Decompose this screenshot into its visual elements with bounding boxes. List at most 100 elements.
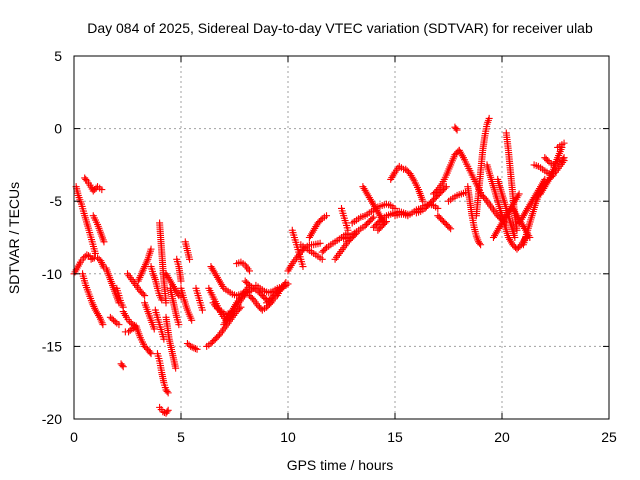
data-segment-seg-26 [177,284,196,324]
data-point-marker [485,114,493,122]
data-point-marker [476,239,484,247]
chart-title: Day 084 of 2025, Sidereal Day-to-day VTE… [87,20,593,36]
data-point-marker [370,213,378,221]
data-point-marker [164,389,172,397]
plot-frame [73,55,610,420]
data-point-marker [126,318,134,326]
data-point-marker [183,339,191,347]
data-point-marker [188,343,196,351]
data-segment-seg-44 [305,212,331,241]
data-segment-seg-29 [192,284,206,314]
data-segment-seg-14 [132,322,155,358]
data-segment-seg-4 [79,270,107,329]
y-tick-label: -5 [50,193,63,209]
data-segment-seg-42 [288,226,307,271]
data-segment-seg-43 [297,241,326,263]
y-tick-label: -20 [42,411,62,427]
data-segment-seg-75 [541,154,568,169]
data-segment-seg-49 [348,200,399,227]
data-segment-seg-2 [72,183,99,257]
data-point-marker [445,223,453,231]
data-segment-seg-16 [141,299,158,333]
data-segment-seg-24 [162,270,185,301]
axis-ticks [73,55,610,420]
x-tick-label: 15 [387,429,403,445]
data-point-marker [99,321,107,329]
data-point-marker [83,251,91,259]
data-segment-seg-19 [153,350,172,397]
data-point-marker [344,226,352,234]
x-axis-label: GPS time / hours [287,457,394,473]
data-segment-seg-30 [203,303,245,350]
data-segment-seg-48 [338,204,352,234]
data-point-marker [447,225,455,233]
data-point-marker [544,157,552,165]
data-point-marker [115,321,123,329]
data-segment-seg-62 [464,183,485,249]
data-segment-seg-63 [472,114,493,220]
data-point-marker [282,279,290,287]
data-point-marker [108,315,116,323]
data-point-marker [172,364,180,372]
data-segment-seg-67 [494,175,519,241]
data-point-marker [175,321,183,329]
data-points [70,114,568,417]
data-point-marker [245,267,253,275]
data-point-marker [244,280,252,288]
data-segment-seg-60 [451,123,461,134]
data-point-marker [511,234,519,241]
data-segment-seg-52 [374,218,390,234]
data-point-marker [118,361,126,369]
data-point-marker [80,254,88,262]
x-tick-label: 5 [177,429,185,445]
data-segment-seg-46 [331,229,360,263]
data-segment-seg-22 [162,313,180,372]
data-point-marker [560,139,568,147]
data-point-marker [560,154,568,162]
data-segment-seg-59 [434,212,455,233]
data-segment-seg-18 [151,306,168,343]
data-point-marker [110,316,118,324]
data-point-marker [281,280,289,288]
data-point-marker [119,363,127,371]
data-point-marker [98,186,106,194]
data-point-marker [147,245,155,253]
data-point-marker [321,245,329,253]
data-point-marker [158,296,166,304]
data-point-marker [94,254,102,262]
data-point-marker [193,345,201,353]
data-point-marker [111,318,119,326]
data-point-marker [453,126,461,134]
data-point-marker [191,345,199,353]
x-tick-labels: 0 5 10 15 20 25 [70,429,617,445]
data-point-marker [147,350,155,358]
data-point-marker [162,299,170,307]
data-point-marker [190,344,198,352]
data-point-marker [198,306,206,314]
data-segment-seg-45 [318,229,352,256]
data-segment-seg-66 [489,190,523,241]
data-point-marker [442,183,450,191]
data-segment-seg-53 [387,162,408,183]
data-point-marker [477,241,485,249]
data-segment-seg-27 [181,238,194,263]
data-segment-seg-57 [430,146,463,198]
data-point-marker [526,234,534,241]
data-point-marker [150,325,158,333]
data-segment-seg-28 [183,339,201,353]
y-tick-label: 5 [54,48,62,64]
data-point-marker [146,348,154,356]
data-point-marker [100,238,108,246]
data-segment-seg-47 [340,213,378,243]
x-tick-label: 10 [280,429,296,445]
data-point-marker [139,290,147,298]
data-point-marker [187,342,195,350]
data-segment-seg-58 [445,188,470,205]
y-tick-label: 0 [54,121,62,137]
data-segment-seg-55 [402,165,427,205]
data-point-marker [419,197,427,205]
data-point-marker [299,263,307,271]
data-point-marker [559,155,567,163]
data-point-marker [318,255,326,263]
